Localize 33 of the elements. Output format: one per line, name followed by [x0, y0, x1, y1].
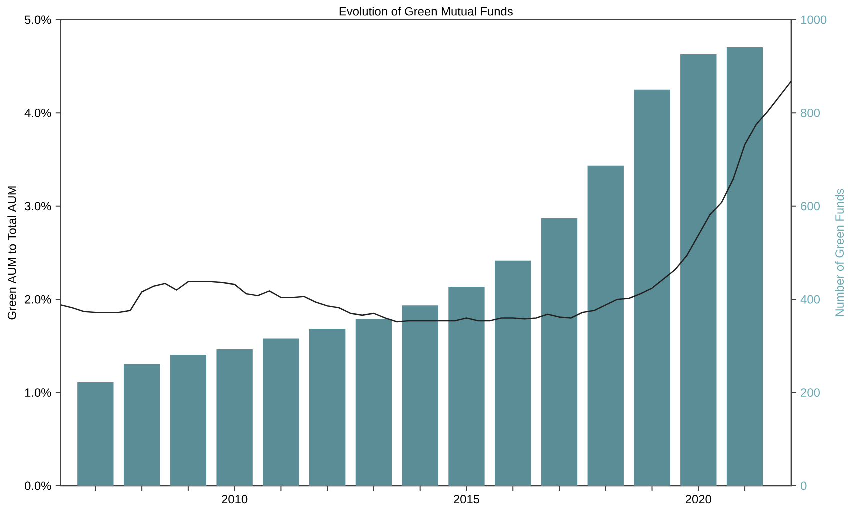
bar: [356, 319, 392, 486]
y-tick-label: 0.0%: [25, 482, 52, 490]
bar: [588, 166, 624, 486]
bar: [402, 306, 438, 486]
x-tick-label: 2015: [454, 495, 480, 504]
bar: [309, 328, 346, 486]
bar: [216, 349, 253, 486]
x-tick-label: 2010: [222, 495, 248, 504]
chart-title: Evolution of Green Mutual Funds: [340, 7, 513, 16]
y-tick-label: 3.0%: [24, 202, 52, 211]
y-axis-title: Green AUM to Total AUM: [8, 186, 16, 320]
y2-tick-label: 1000: [801, 16, 827, 24]
bar: [170, 355, 207, 486]
bar: [495, 260, 532, 486]
y-tick-label: 5.0%: [25, 16, 52, 24]
y2-tick-label: 200: [801, 388, 820, 398]
y2-tick-label: 800: [801, 108, 820, 118]
bar: [634, 90, 670, 486]
y2-tick-label: 0: [801, 482, 807, 490]
y2-axis-title: Number of Green Funds: [835, 189, 844, 316]
bar: [78, 382, 114, 486]
bar: [448, 287, 485, 486]
y-tick-label: 2.0%: [25, 295, 52, 304]
bar: [124, 364, 160, 486]
bar: [541, 218, 578, 486]
y2-tick-label: 400: [800, 295, 820, 304]
y-tick-label: 1.0%: [25, 388, 52, 398]
x-tick-label: 2020: [686, 495, 712, 504]
y-tick-label: 4.0%: [24, 108, 52, 118]
bar: [263, 338, 300, 486]
bar: [726, 47, 764, 486]
bar: [680, 54, 717, 486]
y2-tick-label: 600: [801, 202, 820, 211]
